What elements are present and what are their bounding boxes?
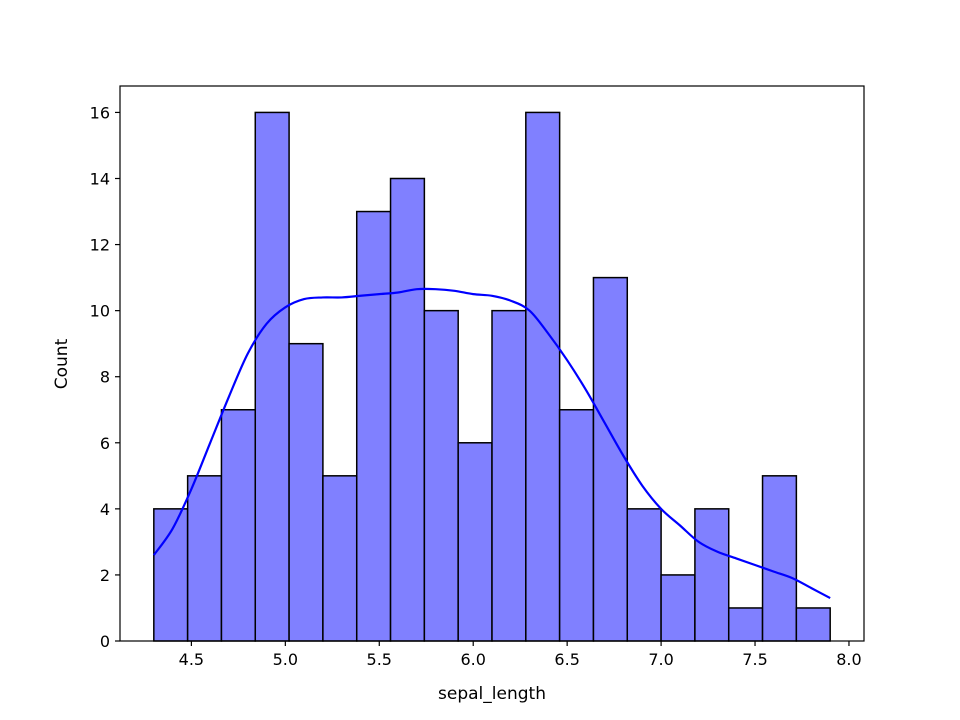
histogram-bar bbox=[626, 508, 662, 642]
y-tick-label: 12 bbox=[90, 236, 110, 255]
x-tick-label: 5.0 bbox=[273, 650, 298, 669]
x-axis-label: sepal_length bbox=[438, 684, 546, 704]
axes-layer: 4.5 5.0 5.5 6.0 6.5 7.0 7.5 8.0 0 2 4 6 8 10 12 14 16 bbox=[90, 85, 865, 669]
x-tick-label: 7.5 bbox=[742, 650, 767, 669]
histogram-bar bbox=[355, 210, 392, 642]
kde-curve bbox=[152, 287, 831, 600]
y-tick-label: 0 bbox=[100, 632, 110, 651]
histogram-bar bbox=[491, 309, 527, 642]
histogram-bar bbox=[525, 111, 561, 642]
bars-layer bbox=[153, 111, 831, 642]
histogram-bar bbox=[254, 111, 290, 642]
histogram-bar bbox=[153, 508, 189, 642]
histogram-bar bbox=[727, 607, 764, 642]
histogram-bar bbox=[288, 342, 324, 642]
y-tick-label: 4 bbox=[100, 500, 110, 519]
x-tick-label: 4.5 bbox=[179, 650, 204, 669]
y-axis-label: Count bbox=[52, 338, 72, 389]
histogram-bar bbox=[322, 475, 358, 642]
y-tick-label: 10 bbox=[90, 302, 110, 321]
y-tick-label: 2 bbox=[100, 566, 110, 585]
y-tick-label: 16 bbox=[90, 103, 110, 122]
x-tick-label: 7.0 bbox=[648, 650, 673, 669]
histogram-bar bbox=[423, 309, 459, 642]
histogram-bar bbox=[761, 475, 798, 642]
y-tick-label: 6 bbox=[100, 434, 110, 453]
x-tick-label: 5.5 bbox=[367, 650, 392, 669]
histogram-bar bbox=[457, 442, 493, 642]
x-tick-label: 8.0 bbox=[836, 650, 861, 669]
histogram-bar bbox=[592, 276, 629, 642]
histogram-bar bbox=[694, 508, 730, 642]
histogram-bar bbox=[186, 475, 223, 642]
y-tick-label: 14 bbox=[90, 170, 110, 189]
histogram-bar bbox=[558, 409, 595, 642]
plot-frame bbox=[119, 85, 865, 642]
x-tick-label: 6.0 bbox=[460, 650, 485, 669]
histogram-bar bbox=[795, 607, 831, 642]
histogram-bar bbox=[389, 177, 426, 642]
histogram-bar bbox=[660, 574, 696, 642]
histogram-bar bbox=[220, 409, 257, 642]
x-tick-label: 6.5 bbox=[554, 650, 579, 669]
y-tick-label: 8 bbox=[100, 368, 110, 387]
